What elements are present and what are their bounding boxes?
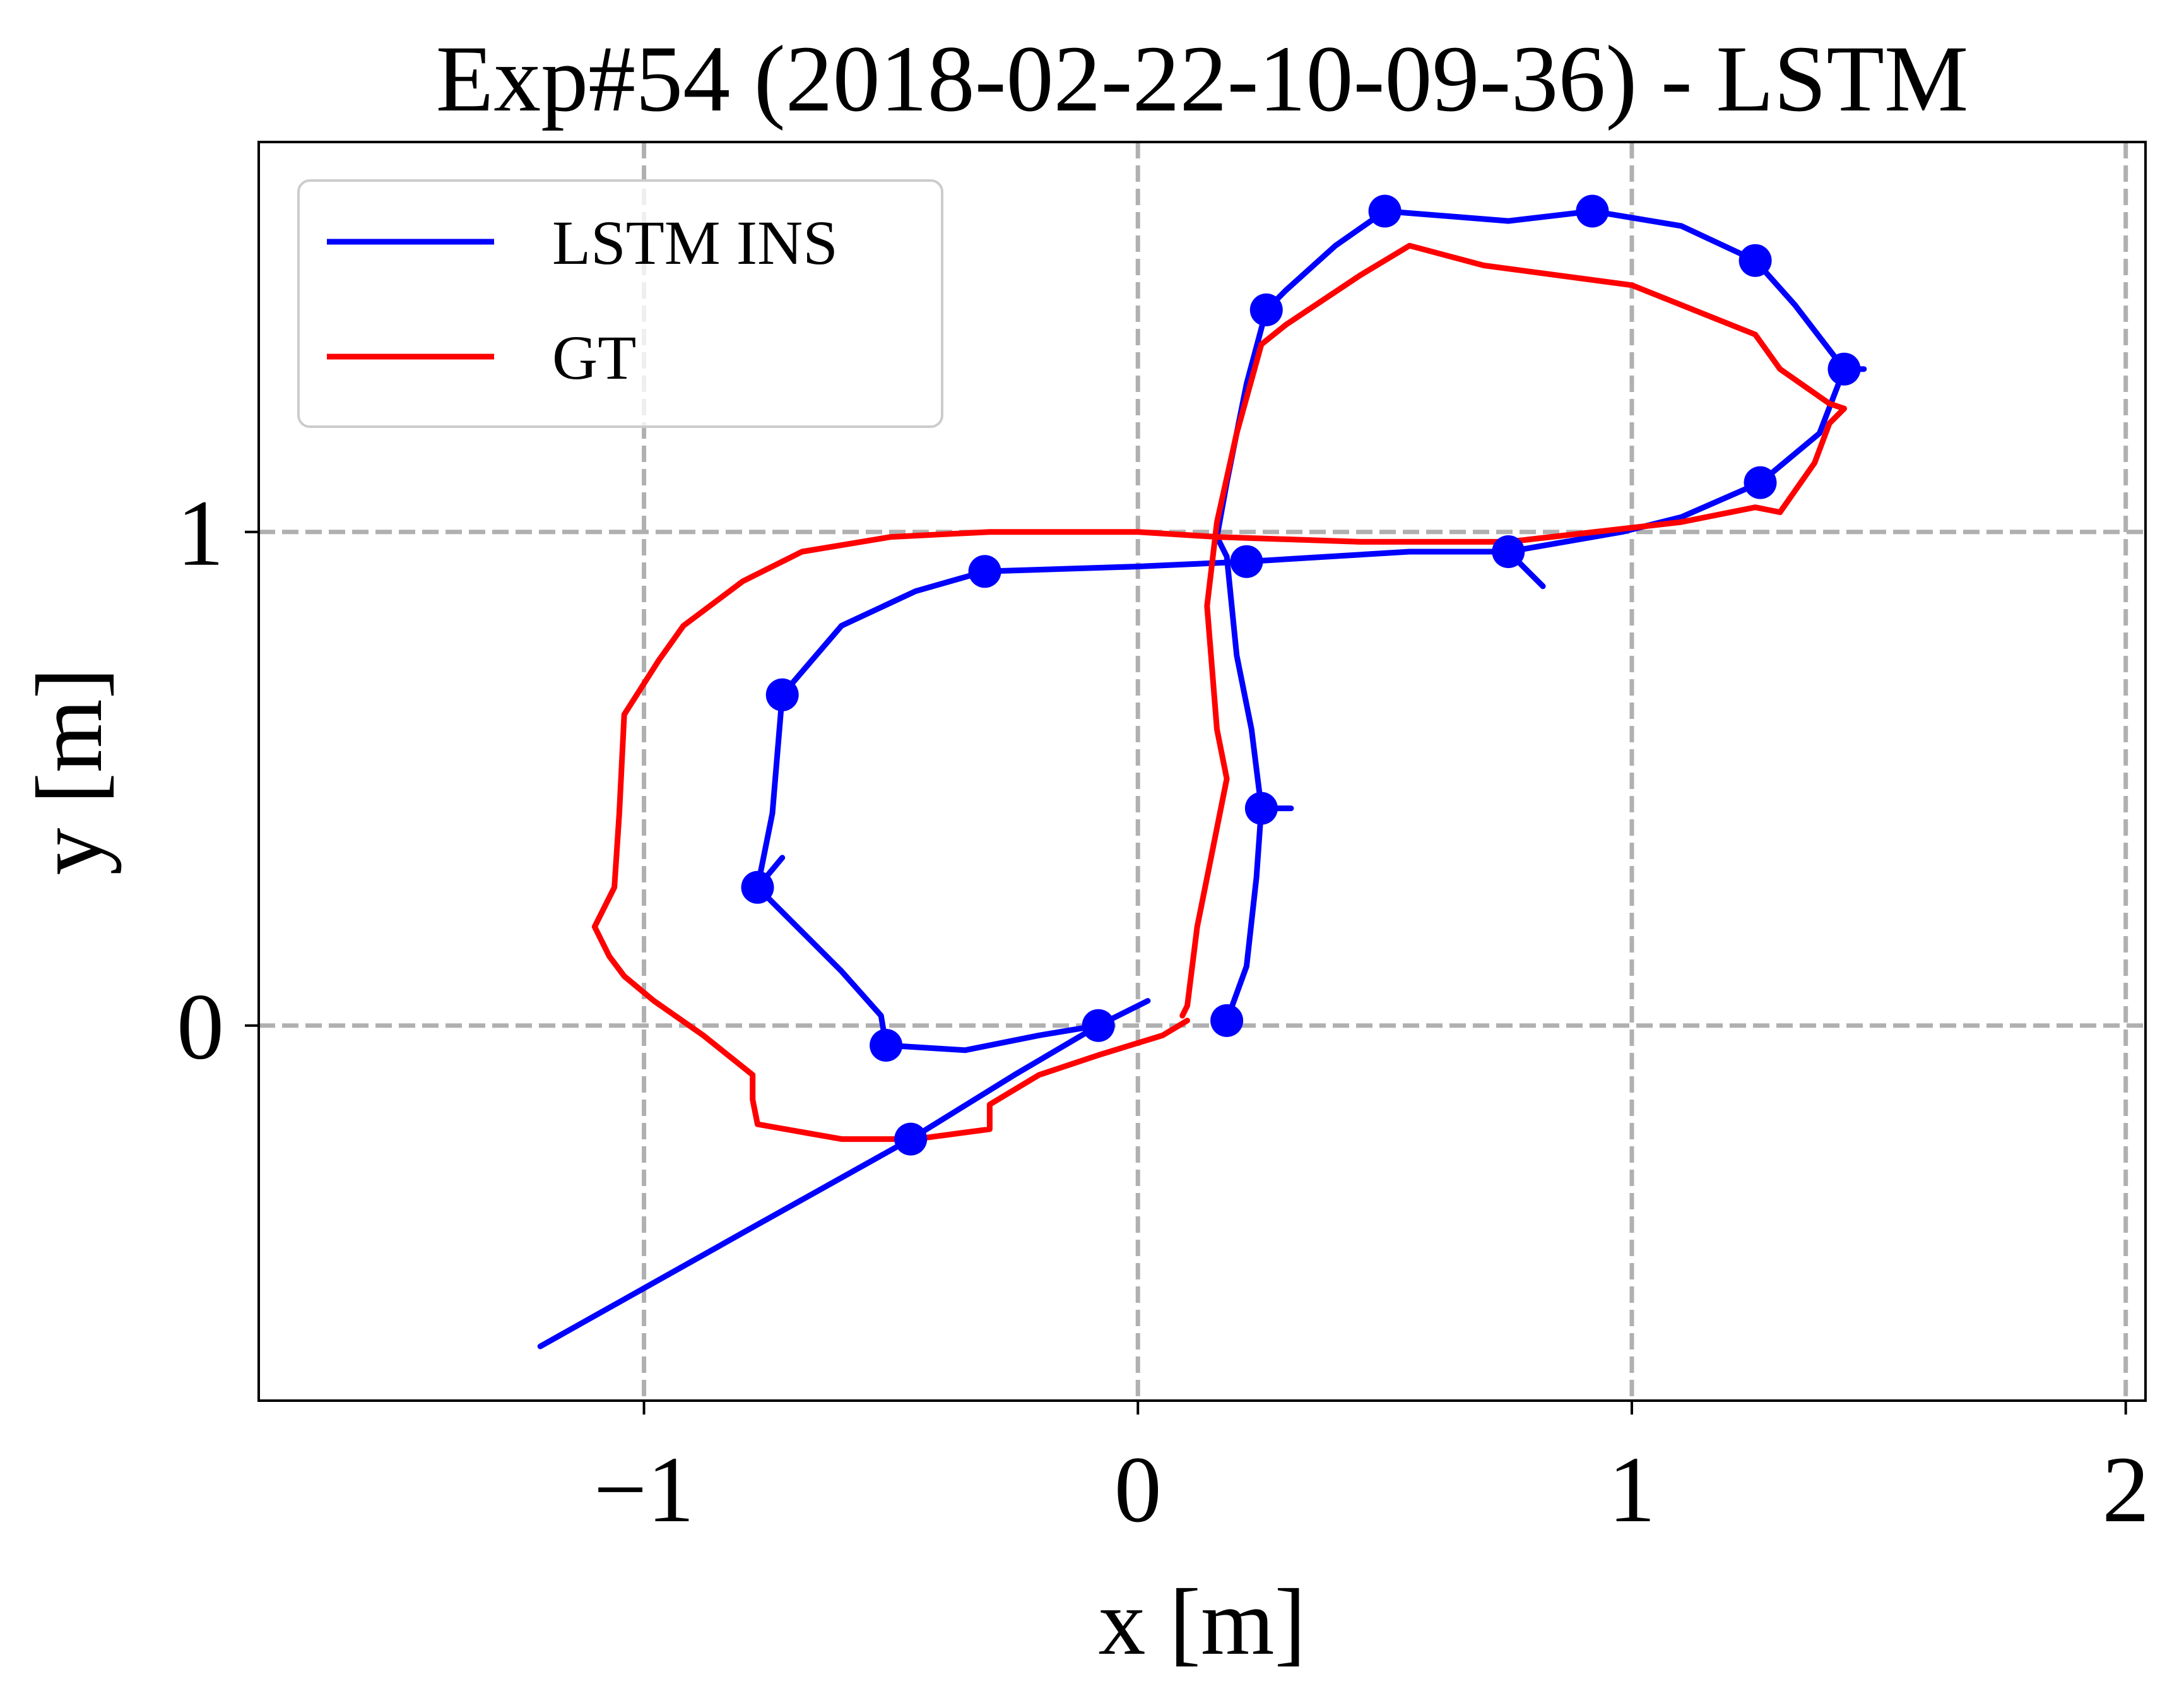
chart-title: Exp#54 (2018-02-22-10-09-36) - LSTM [436, 27, 1969, 131]
x-axis-label: x [m] [1098, 1570, 1306, 1675]
grid-lines [259, 142, 2146, 1401]
marker-lstm-ins [968, 555, 1001, 588]
marker-lstm-ins [1230, 545, 1263, 578]
x-tick-label: −1 [594, 1437, 695, 1542]
y-tick-label: 1 [177, 481, 224, 586]
marker-lstm-ins [870, 1029, 903, 1062]
axis-ticks: −1 0 1 2 0 1 [177, 481, 2149, 1542]
x-tick-label: 0 [1114, 1437, 1162, 1542]
marker-lstm-ins [765, 678, 799, 711]
plot-markers [741, 194, 1861, 1156]
marker-lstm-ins [1249, 293, 1283, 326]
y-tick-label: 0 [177, 975, 224, 1079]
marker-lstm-ins [1368, 194, 1402, 228]
marker-lstm-ins [1082, 1009, 1115, 1042]
marker-lstm-ins [1244, 792, 1278, 825]
marker-lstm-ins [1827, 352, 1861, 386]
marker-lstm-ins [894, 1122, 928, 1156]
legend-label-lstm-ins: LSTM INS [552, 208, 838, 278]
x-tick-label: 1 [1608, 1437, 1655, 1542]
x-tick-label: 2 [2102, 1437, 2149, 1542]
legend: LSTM INS GT [297, 179, 943, 428]
marker-lstm-ins [1492, 535, 1525, 568]
plot-frame [257, 141, 2147, 1402]
marker-lstm-ins [1576, 194, 1609, 228]
y-axis-label: y [m] [17, 667, 122, 875]
marker-lstm-ins [1210, 1004, 1244, 1037]
legend-label-gt: GT [552, 323, 636, 393]
marker-lstm-ins [1744, 466, 1777, 499]
series-line-gt [591, 242, 1847, 1142]
marker-lstm-ins [741, 870, 774, 904]
marker-lstm-ins [1738, 244, 1772, 277]
